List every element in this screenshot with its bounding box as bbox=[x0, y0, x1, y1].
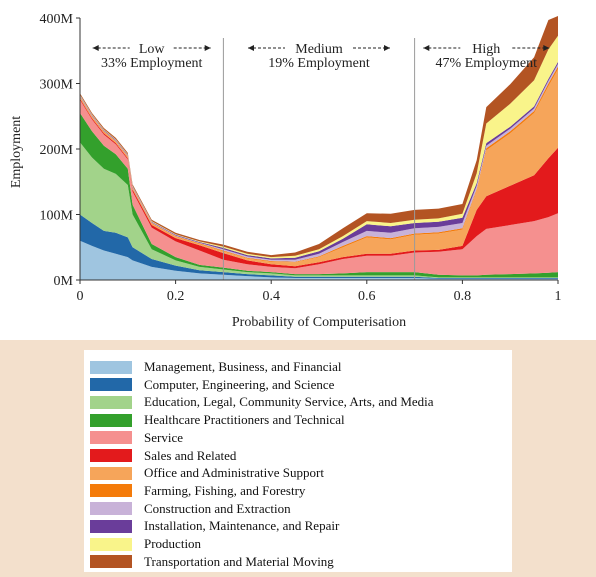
y-tick-label: 300M bbox=[40, 78, 74, 93]
x-ticks: 0 0.2 0.4 0.6 0.8 1 bbox=[77, 280, 562, 304]
region-share-medium: 19% Employment bbox=[268, 56, 370, 71]
legend-swatch bbox=[90, 555, 132, 569]
legend-label: Healthcare Practitioners and Technical bbox=[144, 412, 345, 428]
area-management-business-and-financial bbox=[80, 240, 558, 280]
y-tick-label: 400M bbox=[40, 12, 74, 27]
legend-label: Office and Administrative Support bbox=[144, 465, 324, 481]
legend-label: Construction and Extraction bbox=[144, 500, 291, 516]
legend-label: Transportation and Material Moving bbox=[144, 553, 334, 569]
legend-swatch bbox=[90, 449, 132, 462]
plot-panel: 0M 100M 200M 300M 400M 0 0.2 0.4 0.6 0.8 1 Low 33%… bbox=[9, 12, 562, 330]
legend-item: Computer, Engineering, and Science bbox=[90, 377, 334, 393]
legend-label: Farming, Fishing, and Forestry bbox=[144, 482, 306, 498]
legend-swatch bbox=[90, 519, 132, 533]
x-tick-label: 0.4 bbox=[262, 289, 280, 304]
legend-label: Education, Legal, Community Service, Art… bbox=[144, 394, 434, 410]
legend-swatch bbox=[90, 431, 132, 445]
legend-swatch bbox=[90, 360, 132, 374]
legend-item: Office and Administrative Support bbox=[90, 465, 324, 481]
threshold-lines bbox=[222, 38, 416, 280]
legend-item: Education, Legal, Community Service, Art… bbox=[90, 394, 434, 410]
x-tick-label: 0 bbox=[77, 289, 84, 304]
legend-item: Transportation and Material Moving bbox=[90, 554, 334, 570]
region-arrowhead-right bbox=[204, 45, 211, 51]
y-ticks: 0M 100M 200M 300M 400M bbox=[40, 12, 80, 289]
y-tick-label: 200M bbox=[40, 143, 74, 158]
y-axis-label: Employment bbox=[9, 116, 24, 188]
legend-label: Installation, Maintenance, and Repair bbox=[144, 518, 340, 534]
region-name-medium: Medium bbox=[295, 42, 343, 57]
legend-label: Computer, Engineering, and Science bbox=[144, 376, 335, 392]
y-tick-label: 100M bbox=[40, 209, 74, 224]
employment-chart: 0M 100M 200M 300M 400M 0 0.2 0.4 0.6 0.8 1 Low33%… bbox=[9, 12, 562, 330]
legend-item: Production bbox=[90, 536, 201, 552]
area-service bbox=[80, 99, 558, 276]
legend-label: Production bbox=[144, 536, 202, 551]
region-arrowhead-right bbox=[384, 45, 390, 51]
legend-label: Service bbox=[144, 429, 183, 445]
y-tick-label: 0M bbox=[54, 274, 74, 289]
legend-swatch bbox=[90, 413, 132, 427]
x-tick-label: 1 bbox=[555, 289, 562, 304]
legend-item: Sales and Related bbox=[90, 448, 236, 464]
region-arrowhead-left bbox=[92, 45, 99, 51]
x-tick-label: 0.6 bbox=[358, 289, 376, 304]
legend-item: Service bbox=[90, 430, 183, 446]
region-share-low: 33% Employment bbox=[101, 56, 203, 71]
stacked-areas bbox=[80, 16, 558, 280]
legend-item: Installation, Maintenance, and Repair bbox=[90, 518, 339, 534]
legend-item: Farming, Fishing, and Forestry bbox=[90, 483, 305, 499]
legend-item: Healthcare Practitioners and Technical bbox=[90, 412, 345, 428]
x-tick-label: 0.8 bbox=[454, 289, 472, 304]
legend-swatch bbox=[90, 466, 132, 480]
region-share-high: 47% Employment bbox=[436, 56, 538, 71]
region-arrowhead-left bbox=[423, 45, 430, 51]
legend: Management, Business, and Financial Compu… bbox=[84, 350, 512, 572]
legend-item: Management, Business, and Financial bbox=[90, 359, 342, 375]
x-axis-label: Probability of Computerisation bbox=[232, 315, 406, 330]
x-tick-label: 0.2 bbox=[167, 289, 185, 304]
legend-swatch bbox=[90, 537, 132, 551]
legend-label: Management, Business, and Financial bbox=[144, 359, 342, 374]
legend-swatch bbox=[90, 502, 132, 516]
region-arrowhead-right bbox=[543, 45, 550, 51]
legend-swatch bbox=[90, 378, 132, 392]
legend-label: Sales and Related bbox=[144, 447, 237, 463]
region-arrowhead-left bbox=[248, 45, 254, 51]
legend-panel: Management, Business, and Financial Compu… bbox=[0, 340, 596, 577]
legend-swatch bbox=[90, 484, 132, 498]
region-name-low: Low bbox=[139, 42, 166, 57]
legend-item: Construction and Extraction bbox=[90, 501, 291, 517]
region-name-high: High bbox=[472, 42, 500, 57]
legend-swatch bbox=[90, 395, 132, 409]
